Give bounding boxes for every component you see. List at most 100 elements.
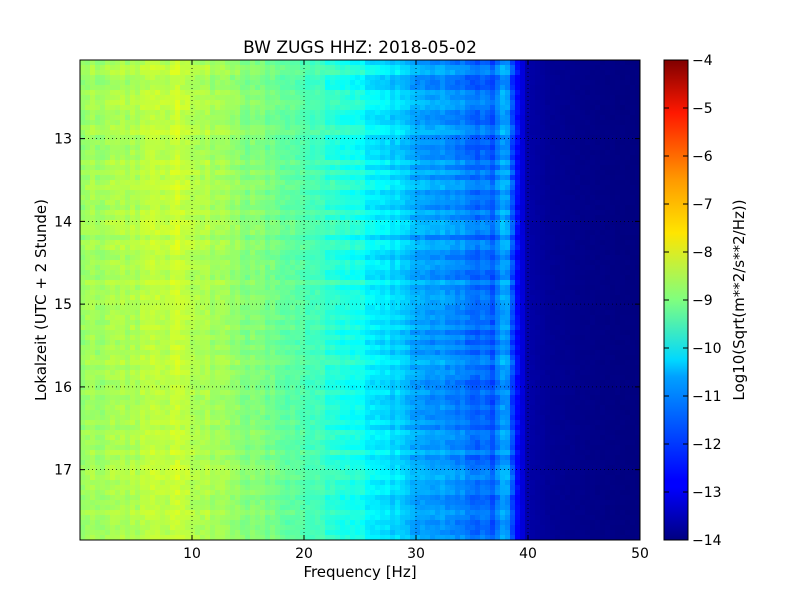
heatmap-cell — [405, 105, 411, 111]
heatmap-cell — [480, 125, 486, 131]
heatmap-cell — [120, 105, 126, 111]
heatmap-cell — [120, 60, 126, 66]
heatmap-cell — [385, 235, 391, 241]
heatmap-cell — [360, 75, 366, 81]
heatmap-cell — [615, 145, 621, 151]
heatmap-cell — [120, 210, 126, 216]
heatmap-cell — [510, 175, 516, 181]
heatmap-cell — [255, 235, 261, 241]
heatmap-cell — [360, 170, 366, 176]
heatmap-cell — [630, 155, 636, 161]
heatmap-cell — [375, 60, 381, 66]
heatmap-cell — [345, 160, 351, 166]
heatmap-cell — [375, 195, 381, 201]
heatmap-cell — [465, 80, 471, 86]
heatmap-cell — [550, 205, 556, 211]
heatmap-cell — [170, 75, 176, 81]
heatmap-cell — [630, 215, 636, 221]
heatmap-cell — [615, 235, 621, 241]
heatmap-cell — [330, 195, 336, 201]
heatmap-cell — [300, 185, 306, 191]
heatmap-cell — [220, 85, 226, 91]
heatmap-cell — [245, 170, 251, 176]
heatmap-cell — [100, 85, 106, 91]
heatmap-cell — [480, 100, 486, 106]
heatmap-cell — [135, 200, 141, 206]
heatmap-cell — [535, 160, 541, 166]
heatmap-cell — [250, 220, 256, 226]
heatmap-cell — [540, 65, 546, 71]
heatmap-cell — [345, 240, 351, 246]
heatmap-cell — [155, 115, 161, 121]
heatmap-cell — [250, 225, 256, 231]
heatmap-cell — [325, 160, 331, 166]
heatmap-cell — [375, 215, 381, 221]
heatmap-cell — [285, 110, 291, 116]
heatmap-cell — [195, 230, 201, 236]
heatmap-cell — [240, 110, 246, 116]
heatmap-cell — [115, 270, 121, 276]
heatmap-cell — [195, 195, 201, 201]
heatmap-cell — [290, 235, 296, 241]
heatmap-cell — [370, 105, 376, 111]
heatmap-cell — [305, 195, 311, 201]
heatmap-cell — [610, 170, 616, 176]
heatmap-cell — [430, 250, 436, 256]
heatmap-cell — [250, 65, 256, 71]
heatmap-cell — [495, 230, 501, 236]
heatmap-cell — [95, 200, 101, 206]
heatmap-cell — [575, 60, 581, 66]
heatmap-cell — [285, 215, 291, 221]
heatmap-cell — [245, 80, 251, 86]
heatmap-cell — [280, 185, 286, 191]
heatmap-cell — [490, 265, 496, 271]
heatmap-cell — [275, 130, 281, 136]
heatmap-cell — [530, 150, 536, 156]
heatmap-cell — [105, 270, 111, 276]
heatmap-cell — [250, 150, 256, 156]
heatmap-cell — [170, 210, 176, 216]
heatmap-cell — [390, 265, 396, 271]
heatmap-cell — [610, 145, 616, 151]
heatmap-cell — [190, 205, 196, 211]
heatmap-cell — [600, 260, 606, 266]
heatmap-cell — [500, 230, 506, 236]
heatmap-cell — [110, 115, 116, 121]
heatmap-cell — [205, 80, 211, 86]
heatmap-cell — [165, 195, 171, 201]
heatmap-cell — [550, 185, 556, 191]
heatmap-cell — [165, 245, 171, 251]
heatmap-cell — [480, 245, 486, 251]
heatmap-cell — [360, 165, 366, 171]
heatmap-cell — [630, 60, 636, 66]
heatmap-cell — [570, 270, 576, 276]
heatmap-cell — [325, 70, 331, 76]
heatmap-cell — [440, 160, 446, 166]
heatmap-cell — [470, 175, 476, 181]
heatmap-cell — [205, 190, 211, 196]
heatmap-cell — [200, 75, 206, 81]
heatmap-cell — [390, 180, 396, 186]
heatmap-cell — [265, 265, 271, 271]
heatmap-cell — [245, 145, 251, 151]
heatmap-cell — [345, 95, 351, 101]
heatmap-cell — [260, 260, 266, 266]
heatmap-cell — [230, 130, 236, 136]
heatmap-cell — [155, 135, 161, 141]
heatmap-cell — [310, 200, 316, 206]
heatmap-cell — [580, 80, 586, 86]
heatmap-cell — [525, 80, 531, 86]
heatmap-cell — [380, 190, 386, 196]
heatmap-cell — [345, 65, 351, 71]
heatmap-cell — [410, 105, 416, 111]
heatmap-cell — [585, 155, 591, 161]
heatmap-cell — [420, 260, 426, 266]
heatmap-cell — [180, 265, 186, 271]
heatmap-cell — [180, 255, 186, 261]
heatmap-cell — [245, 255, 251, 261]
heatmap-cell — [185, 130, 191, 136]
heatmap-cell — [115, 210, 121, 216]
heatmap-cell — [635, 130, 640, 136]
heatmap-cell — [610, 70, 616, 76]
heatmap-cell — [620, 155, 626, 161]
